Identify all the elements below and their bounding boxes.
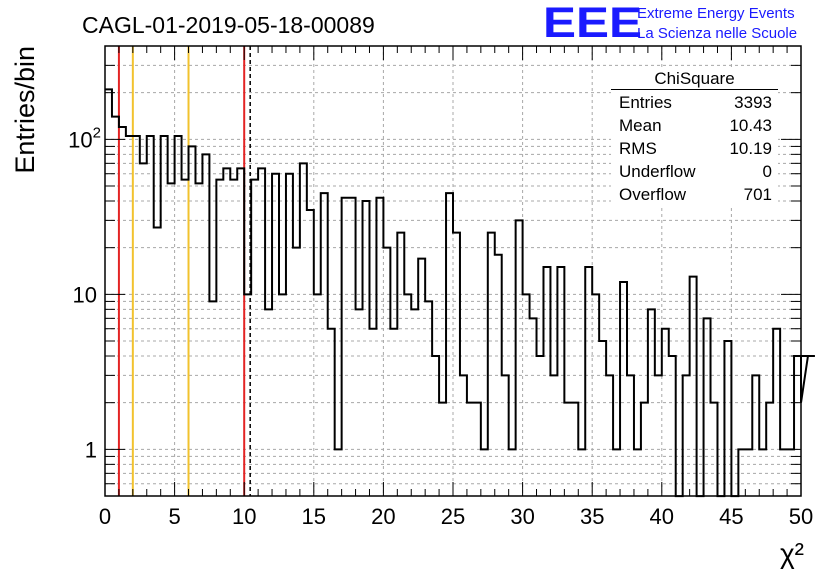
x-tick-label: 45 xyxy=(719,504,743,529)
stats-value: 701 xyxy=(743,185,772,204)
stats-label: Overflow xyxy=(619,185,687,204)
logo-subtitle-1: Extreme Energy Events xyxy=(637,5,795,22)
x-tick-label: 40 xyxy=(650,504,674,529)
stats-value: 10.43 xyxy=(729,116,772,135)
stats-value: 0 xyxy=(762,162,772,181)
stats-title: ChiSquare xyxy=(654,69,735,88)
stats-row-overflow: Overflow 701 xyxy=(619,185,772,207)
x-tick-label: 20 xyxy=(371,504,395,529)
chart-title: CAGL-01-2019-05-18-00089 xyxy=(82,12,375,38)
x-tick-label: 50 xyxy=(789,504,813,529)
x-tick-label: 35 xyxy=(580,504,604,529)
x-axis-label: χ² xyxy=(780,538,804,569)
logo-subtitle-2: La Scienza nelle Scuole xyxy=(637,25,798,42)
x-tick-label: 30 xyxy=(510,504,534,529)
stats-row-underflow: Underflow 0 xyxy=(619,162,772,184)
y-tick-label: 1 xyxy=(85,437,97,462)
stats-value: 10.19 xyxy=(729,139,772,158)
x-axis-ticks: 0 5 10 15 20 25 30 35 40 45 50 xyxy=(99,46,813,529)
histogram-series xyxy=(105,88,815,498)
stats-value: 3393 xyxy=(734,93,772,112)
stats-row-rms: RMS 10.19 xyxy=(619,139,772,161)
x-tick-label: 25 xyxy=(441,504,465,529)
x-tick-label: 0 xyxy=(99,504,111,529)
y-axis-label: Entries/bin xyxy=(10,46,40,174)
x-tick-label: 15 xyxy=(302,504,326,529)
eee-logo: EEE xyxy=(543,0,642,47)
y-tick-label: 10 xyxy=(73,282,97,307)
stats-label: Underflow xyxy=(619,162,696,181)
y-tick-label: 102 xyxy=(68,124,101,152)
stats-row-mean: Mean 10.43 xyxy=(619,116,772,138)
stats-label: Entries xyxy=(619,93,672,112)
stats-divider xyxy=(611,89,778,90)
grid-lines xyxy=(105,46,801,496)
stats-label: Mean xyxy=(619,116,662,135)
y-axis-ticks: 1 10 102 xyxy=(68,45,801,497)
x-tick-label: 5 xyxy=(168,504,180,529)
stats-row-entries: Entries 3393 xyxy=(619,93,772,115)
stats-box: ChiSquare Entries 3393 Mean 10.43 RMS 10… xyxy=(611,67,778,207)
stats-label: RMS xyxy=(619,139,657,158)
vertical-marker-lines xyxy=(117,46,251,496)
x-tick-label: 10 xyxy=(232,504,256,529)
